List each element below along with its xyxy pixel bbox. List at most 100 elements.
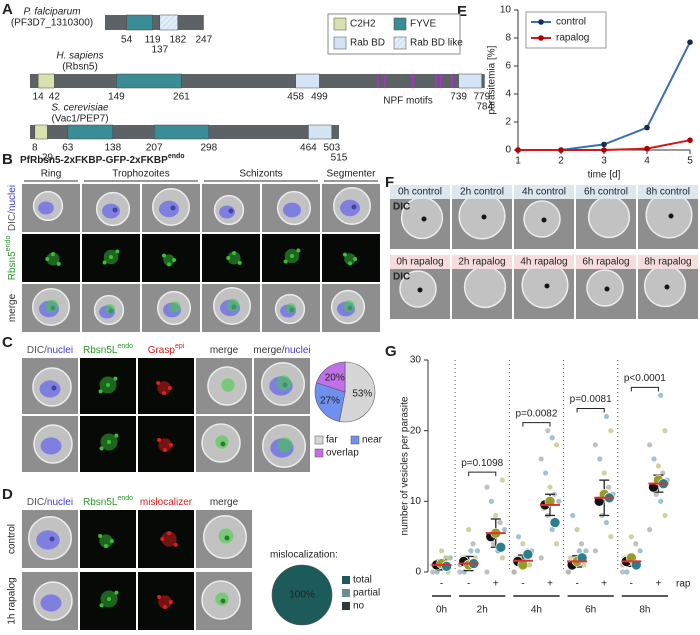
- row-label: merge: [7, 293, 18, 322]
- domain: [116, 73, 182, 89]
- position-label: 247: [195, 35, 212, 46]
- x-tick-label: 2: [558, 156, 564, 167]
- signal-spot: [99, 603, 104, 608]
- label-part: endo: [117, 343, 133, 350]
- micrograph: [196, 416, 252, 472]
- significance-bracket: [576, 408, 605, 413]
- data-point: [592, 548, 599, 554]
- legend-label: control: [556, 17, 586, 28]
- time-label: 2h rapalog: [458, 257, 505, 268]
- data-point: [466, 527, 472, 533]
- legend-swatch: [333, 17, 347, 31]
- position-label: 54: [121, 35, 133, 46]
- position-label: 784: [476, 102, 493, 113]
- condition-label: -: [575, 579, 578, 590]
- micrograph: [202, 234, 260, 282]
- condition-label: -: [467, 579, 470, 590]
- pie-slice: [339, 361, 376, 423]
- signal: [218, 528, 234, 544]
- data-point: [570, 512, 576, 519]
- signal-spot: [167, 262, 171, 267]
- legend-swatch: [342, 576, 350, 584]
- condition-label: -: [630, 579, 633, 590]
- condition-label: -: [440, 579, 443, 590]
- nucleus: [39, 380, 61, 398]
- data-point: [484, 569, 490, 575]
- data-point: [633, 541, 639, 547]
- signal: [221, 378, 235, 392]
- signal: [285, 302, 297, 314]
- panel-label: F: [385, 174, 394, 191]
- data-point: [538, 456, 544, 462]
- signal: [215, 435, 229, 449]
- signal-spot: [107, 440, 111, 444]
- y-axis-label: parasitemia [%]: [487, 45, 498, 114]
- p-value: p=0.0082: [515, 408, 557, 419]
- y-axis-label: number of vesicles per parasite: [400, 396, 411, 535]
- signal-spot: [160, 537, 165, 541]
- data-point: [606, 484, 612, 490]
- data-point: [499, 555, 505, 561]
- nucleus: [283, 202, 301, 218]
- micrograph: [22, 416, 78, 472]
- data-point: [655, 463, 662, 469]
- domain: [126, 14, 153, 31]
- data-point: [624, 569, 630, 575]
- pie-slice: [316, 361, 346, 393]
- label-part: merge: [210, 345, 239, 356]
- time-label: 6h rapalog: [582, 257, 629, 268]
- micrograph: [202, 184, 260, 232]
- label-part: DIC/: [27, 345, 47, 356]
- signal-spot: [283, 259, 288, 264]
- pie-value-label: 27%: [320, 395, 340, 406]
- signal: [158, 595, 172, 609]
- micrograph: [22, 572, 78, 630]
- domain: [37, 73, 55, 89]
- position-label: 14: [33, 92, 45, 103]
- data-point: [658, 392, 664, 398]
- time-label: 8h control: [646, 187, 690, 198]
- signal-spot: [173, 542, 178, 547]
- data-point: [601, 147, 607, 153]
- data-point: [490, 541, 497, 547]
- y-tick-label: 10: [500, 5, 512, 16]
- data-point: [501, 527, 508, 533]
- position-label: 29: [42, 153, 54, 164]
- domain: [67, 124, 114, 140]
- species-name: P. falciparum: [23, 7, 80, 18]
- micrograph: [82, 234, 140, 282]
- protein-id: (PF3D7_1310300): [11, 18, 93, 29]
- panel-label: E: [457, 3, 467, 20]
- legend-swatch: [314, 448, 324, 458]
- hemozoin: [541, 217, 547, 223]
- signal-spot: [232, 251, 236, 256]
- replicate-mean: [495, 541, 507, 553]
- data-point: [653, 491, 659, 497]
- data-point: [628, 534, 634, 540]
- micrograph: [262, 284, 320, 332]
- signal: [161, 531, 177, 547]
- data-point: [499, 477, 505, 483]
- column-header: merge: [210, 345, 239, 356]
- pie-title: mislocalization:: [270, 550, 338, 561]
- y-tick-label: 20: [410, 425, 422, 436]
- panel-label: B: [2, 151, 13, 168]
- legend-swatch: [314, 435, 324, 445]
- signal-spot: [353, 257, 358, 261]
- signal: [215, 592, 229, 606]
- data-point: [515, 147, 521, 153]
- position-label: 182: [169, 35, 186, 46]
- species-name: S. cerevisiae: [51, 103, 109, 114]
- data-point: [470, 541, 476, 547]
- p-value: p<0.0001: [624, 373, 666, 384]
- label-band: [452, 185, 512, 199]
- cell: [587, 195, 631, 239]
- micrograph: [202, 284, 260, 332]
- micrograph: [80, 510, 136, 568]
- replicate-mean: [441, 561, 452, 572]
- data-point: [603, 413, 610, 420]
- micrograph: [322, 234, 380, 282]
- row-label: Rbsn5endo: [5, 236, 17, 281]
- data-point: [687, 39, 693, 45]
- signal-spot: [99, 446, 104, 451]
